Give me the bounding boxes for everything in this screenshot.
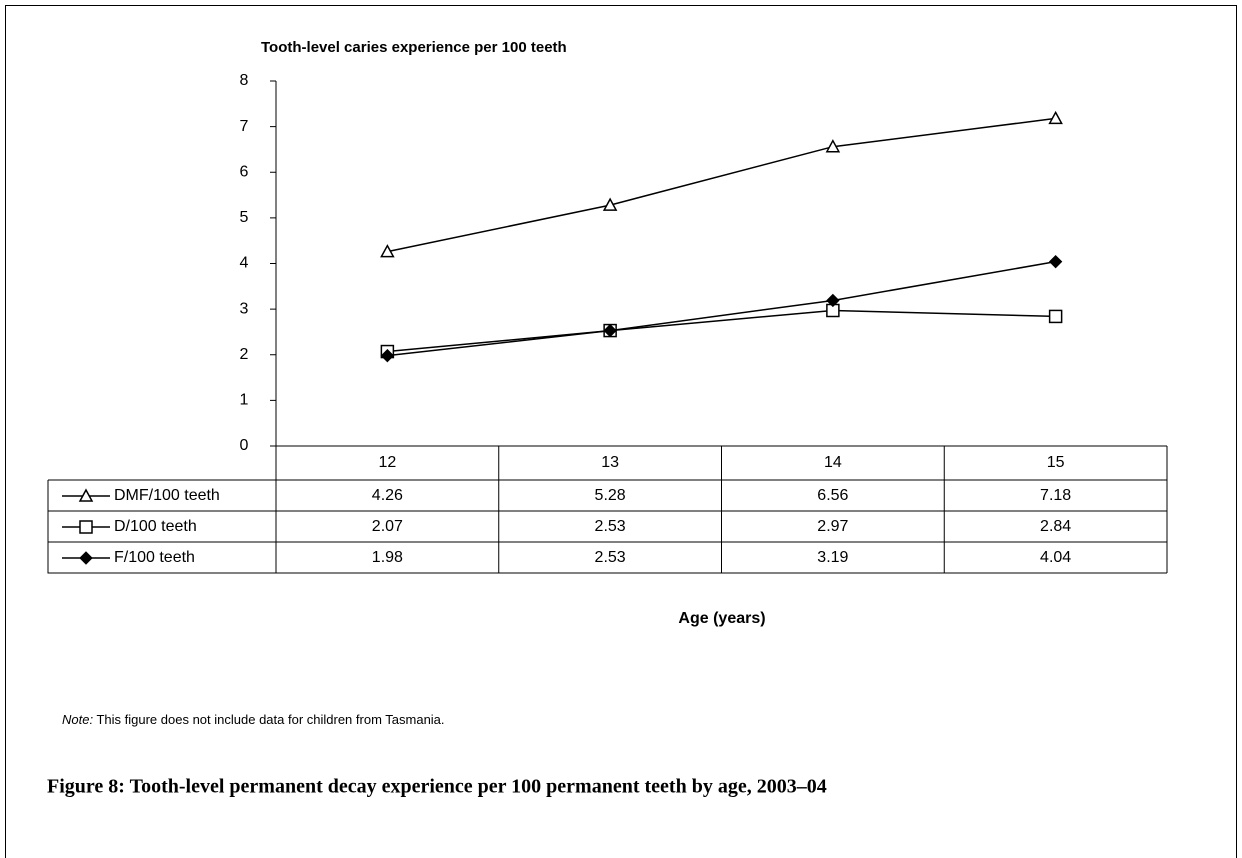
marker-square [79, 520, 93, 534]
y-tick-label: 1 [240, 392, 249, 409]
y-tick-label: 0 [240, 437, 249, 454]
table-value: 6.56 [817, 487, 848, 504]
marker-triangle [380, 244, 395, 258]
series-line [387, 309, 1056, 353]
marker-triangle [602, 197, 618, 211]
x-tick-label: 12 [378, 454, 396, 471]
series-line [387, 260, 1056, 357]
legend-label: F/100 teeth [114, 549, 195, 566]
series-line [387, 117, 1056, 253]
x-tick-label: 15 [1047, 454, 1065, 471]
table-value: 2.07 [372, 518, 403, 535]
marker-triangle [825, 139, 841, 153]
y-tick-label: 8 [240, 72, 249, 89]
note-text: This figure does not include data for ch… [96, 712, 444, 727]
table-value: 2.97 [817, 518, 848, 535]
table-value: 5.28 [595, 487, 626, 504]
y-tick-label: 2 [240, 346, 249, 363]
figure-caption: Figure 8: Tooth-level permanent decay ex… [47, 776, 827, 798]
y-tick-label: 5 [240, 209, 249, 226]
table-value: 2.53 [595, 518, 626, 535]
y-tick-label: 4 [240, 255, 249, 272]
note-label: Note: [62, 712, 93, 727]
table-value: 2.84 [1040, 518, 1071, 535]
x-tick-label: 13 [601, 454, 619, 471]
table-value: 4.26 [372, 487, 403, 504]
marker-diamond [603, 323, 617, 338]
table-value: 7.18 [1040, 487, 1071, 504]
y-tick-label: 6 [240, 163, 249, 180]
marker-triangle [1048, 110, 1063, 125]
legend-label: D/100 teeth [114, 518, 197, 535]
table-value: 2.53 [595, 549, 626, 566]
x-tick-label: 14 [824, 454, 842, 471]
table-value: 3.19 [817, 549, 848, 566]
marker-diamond [826, 293, 840, 308]
table-value: 1.98 [372, 549, 403, 566]
marker-triangle [78, 488, 94, 502]
marker-square [1048, 309, 1063, 324]
chart-title: Tooth-level caries experience per 100 te… [261, 39, 567, 56]
x-axis-label: Age (years) [678, 610, 765, 627]
table-value: 4.04 [1040, 549, 1071, 566]
frame [5, 5, 1237, 858]
y-tick-label: 7 [240, 118, 249, 135]
marker-diamond [79, 551, 93, 565]
note: Note: This figure does not include data … [62, 712, 445, 727]
marker-diamond [380, 348, 395, 363]
y-tick-label: 3 [240, 300, 249, 317]
legend-label: DMF/100 teeth [114, 487, 220, 504]
marker-diamond [1048, 254, 1063, 269]
